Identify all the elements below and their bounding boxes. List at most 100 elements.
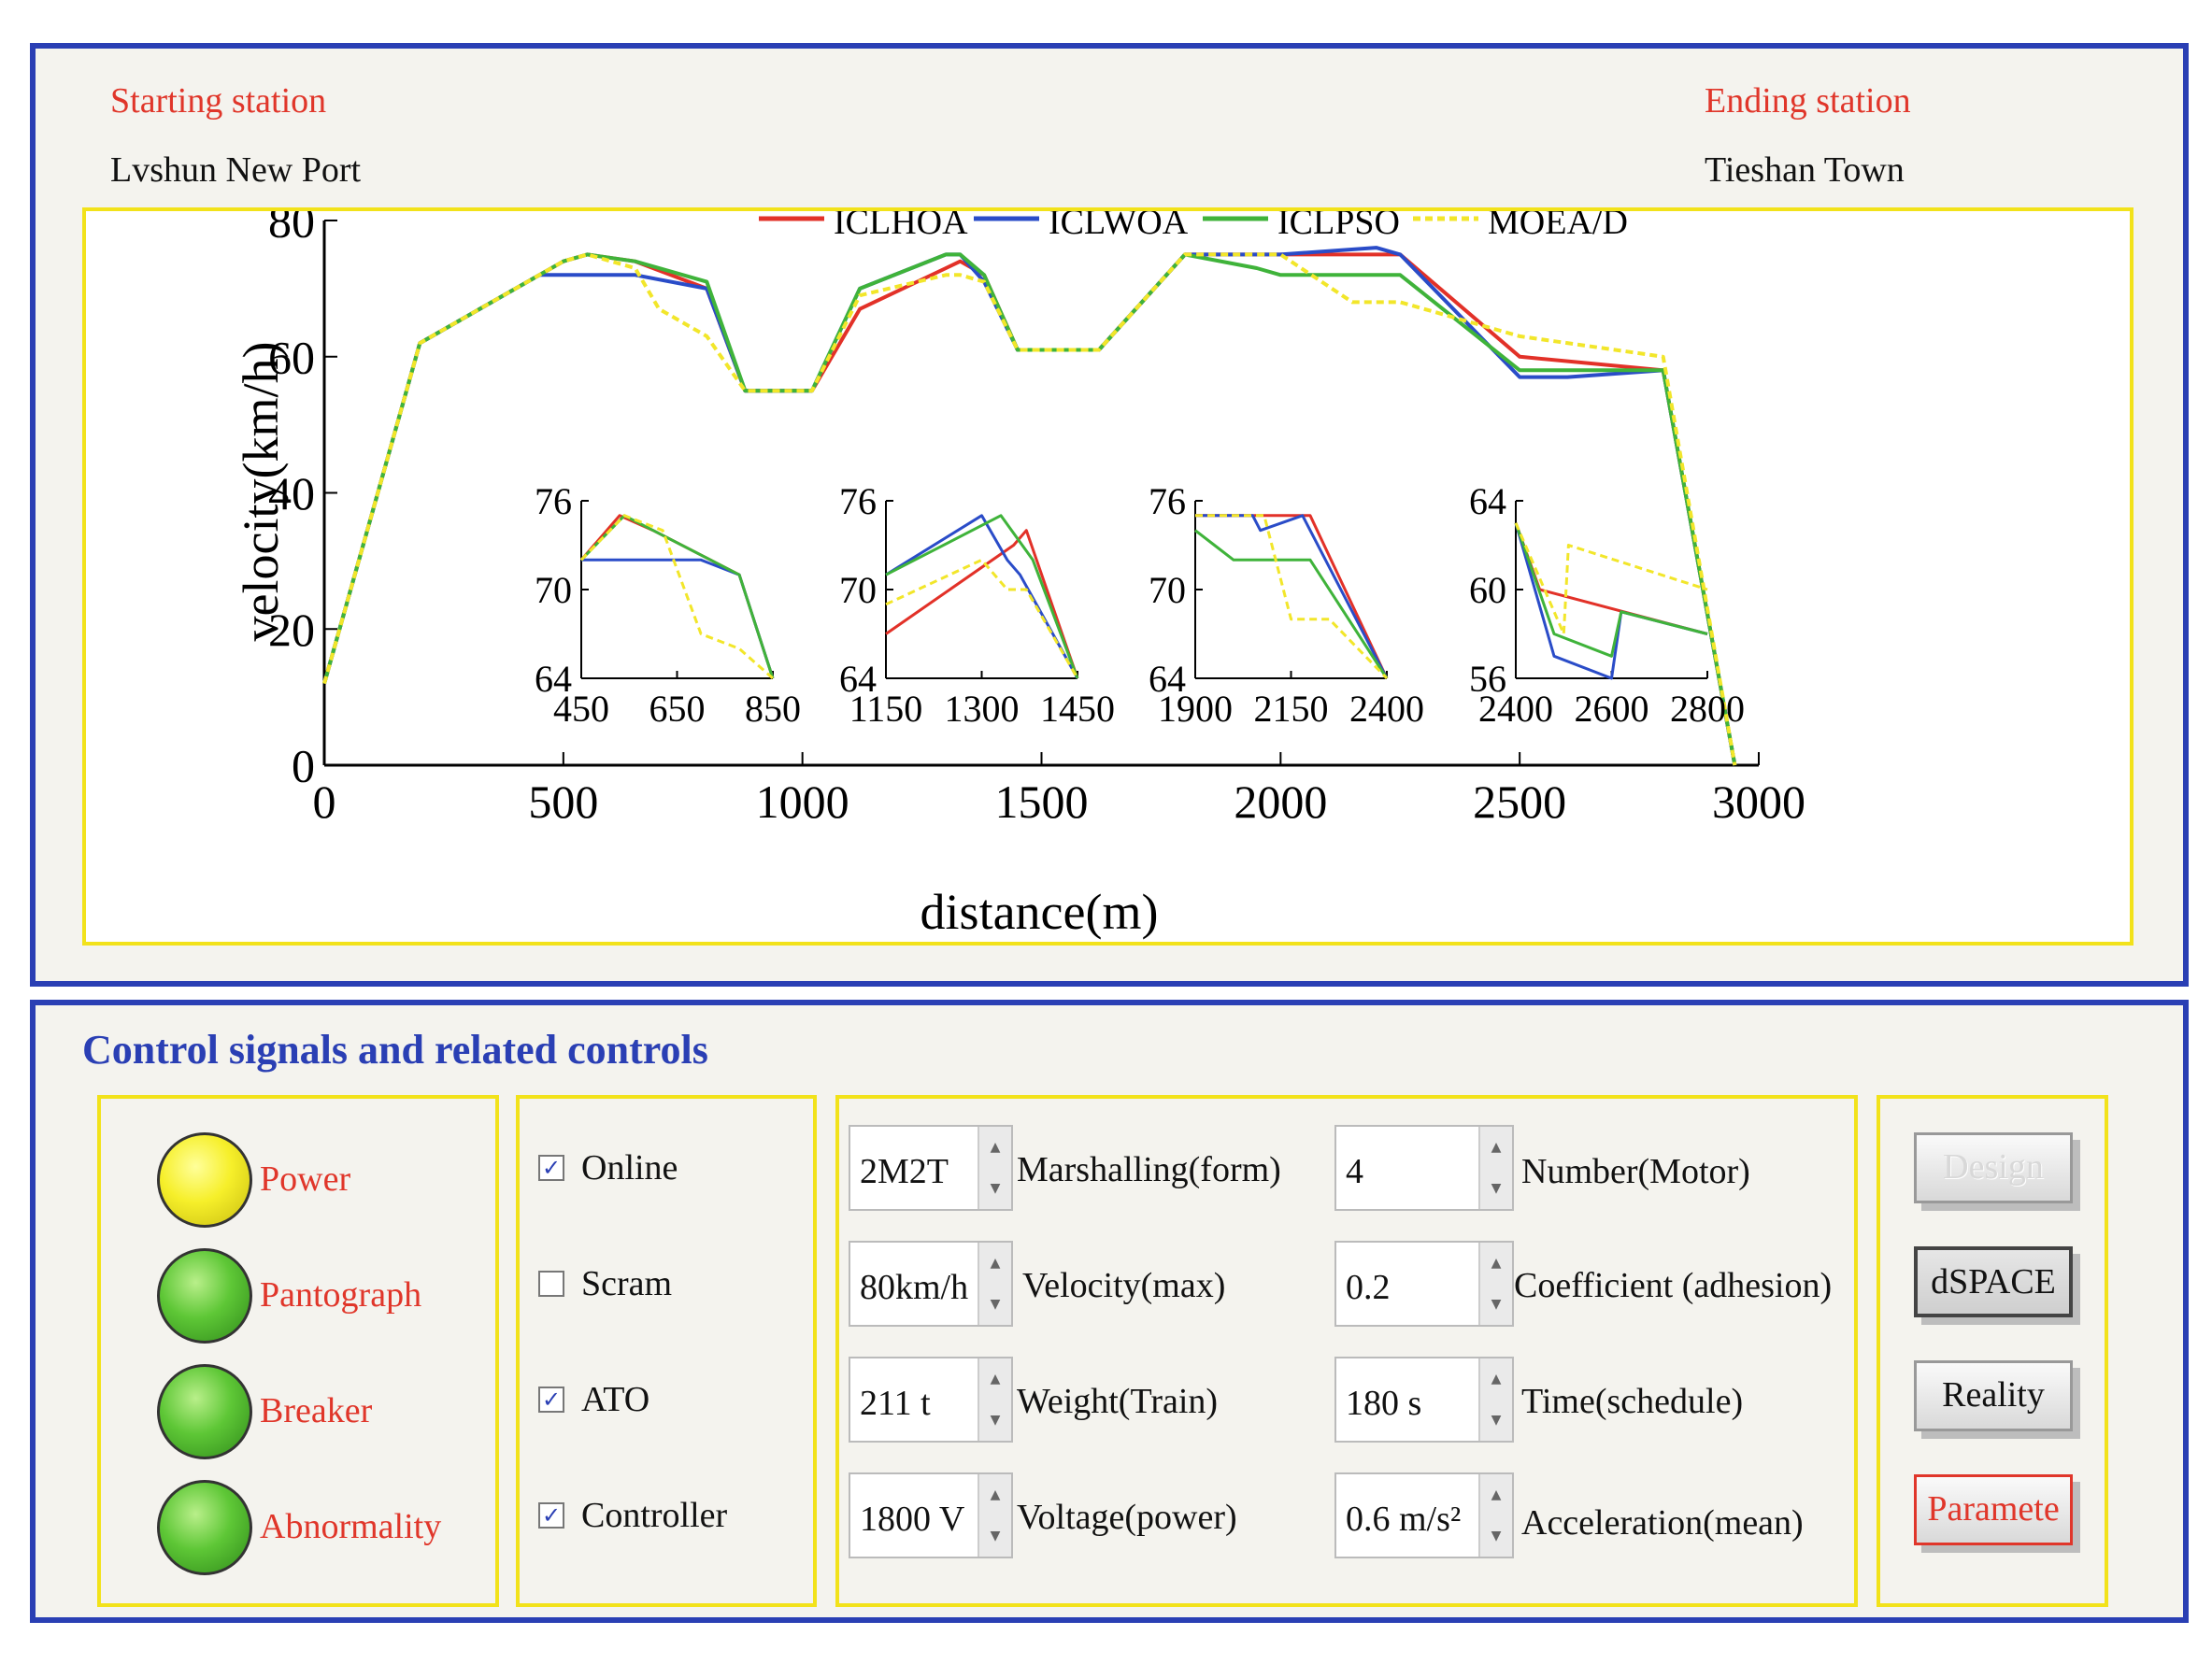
inset4-x-tick-label: 2800 xyxy=(1670,688,1745,730)
acceleration-spinner[interactable]: ▲ ▼ xyxy=(1478,1474,1512,1557)
inset1-x-tick-label: 850 xyxy=(745,688,801,730)
motor-number-label: Number(Motor) xyxy=(1521,1152,1750,1191)
marshalling-spinner[interactable]: ▲ ▼ xyxy=(978,1127,1011,1209)
spin-down-icon[interactable]: ▼ xyxy=(1491,1297,1502,1312)
weight-spinner[interactable]: ▲ ▼ xyxy=(978,1358,1011,1441)
spin-up-icon[interactable]: ▲ xyxy=(990,1487,1001,1502)
legend-label-moead: MOEA/D xyxy=(1488,211,1628,242)
inset2-x-tick-label: 1150 xyxy=(849,688,923,730)
inset1-y-tick-label: 76 xyxy=(535,480,572,522)
inset4-series-iclpso-line xyxy=(1514,522,1708,658)
main-x-tick-label: 500 xyxy=(528,775,598,828)
spin-up-icon[interactable]: ▲ xyxy=(1491,1372,1502,1387)
abnormality-lamp xyxy=(157,1480,252,1575)
starting-station-label: Starting station xyxy=(110,81,327,121)
spin-down-icon[interactable]: ▼ xyxy=(1491,1529,1502,1543)
online-checkbox[interactable]: ✓ xyxy=(538,1155,564,1181)
acceleration-value: 0.6 m/s² xyxy=(1346,1500,1462,1539)
acceleration-label: Acceleration(mean) xyxy=(1521,1503,1804,1543)
reality-button[interactable]: Reality xyxy=(1914,1360,2073,1431)
main-x-tick-label: 3000 xyxy=(1712,775,1805,828)
inset4-y-tick-label: 60 xyxy=(1469,569,1506,611)
acceleration-spinbox[interactable]: 0.6 m/s² ▲ ▼ xyxy=(1334,1472,1514,1558)
adhesion-spinbox[interactable]: 0.2 ▲ ▼ xyxy=(1334,1241,1514,1327)
inset1-series-iclwoa-line xyxy=(581,558,775,679)
spin-up-icon[interactable]: ▲ xyxy=(1491,1256,1502,1271)
spin-down-icon[interactable]: ▼ xyxy=(1491,1413,1502,1428)
motor-number-spinbox[interactable]: 4 ▲ ▼ xyxy=(1334,1125,1514,1211)
parameter-button[interactable]: Paramete xyxy=(1914,1474,2073,1545)
spin-down-icon[interactable]: ▼ xyxy=(990,1297,1001,1312)
spin-up-icon[interactable]: ▲ xyxy=(1491,1487,1502,1502)
spin-up-icon[interactable]: ▲ xyxy=(990,1256,1001,1271)
inset4-y-tick-label: 56 xyxy=(1469,658,1506,700)
dspace-button[interactable]: dSPACE xyxy=(1914,1246,2073,1317)
design-button[interactable]: Design xyxy=(1914,1132,2073,1203)
schedule-time-label: Time(schedule) xyxy=(1521,1382,1744,1421)
schedule-time-spinbox[interactable]: 180 s ▲ ▼ xyxy=(1334,1357,1514,1443)
power-label: Power xyxy=(260,1159,351,1199)
action-button-group: Design dSPACE Reality Paramete xyxy=(1877,1095,2108,1607)
spin-up-icon[interactable]: ▲ xyxy=(1491,1140,1502,1155)
inset2-x-tick-label: 1300 xyxy=(945,688,1020,730)
motor-number-spinner[interactable]: ▲ ▼ xyxy=(1478,1127,1512,1209)
starting-station-value: Lvshun New Port xyxy=(110,150,362,190)
online-label: Online xyxy=(581,1148,678,1188)
legend-label-iclpso: ICLPSO xyxy=(1277,211,1400,242)
inset3-series-iclhoa-line xyxy=(1195,514,1389,679)
inset3-series-iclwoa-line xyxy=(1195,514,1389,679)
legend-label-iclhoa: ICLHOA xyxy=(834,211,968,242)
velocity-max-spinner[interactable]: ▲ ▼ xyxy=(978,1243,1011,1325)
velocity-max-spinbox[interactable]: 80km/h ▲ ▼ xyxy=(849,1241,1013,1327)
main-y-tick-label: 20 xyxy=(268,604,315,656)
weight-spinbox[interactable]: 211 t ▲ ▼ xyxy=(849,1357,1013,1443)
inset2-y-tick-label: 70 xyxy=(839,569,877,611)
voltage-spinner[interactable]: ▲ ▼ xyxy=(978,1474,1011,1557)
spin-down-icon[interactable]: ▼ xyxy=(990,1413,1001,1428)
spin-up-icon[interactable]: ▲ xyxy=(990,1140,1001,1155)
velocity-chart-frame: 0 500 1000 1500 2000 2500 3000 0 20 40 60 80 distanc… xyxy=(82,207,2134,946)
main-x-tick-label: 1500 xyxy=(995,775,1089,828)
weight-value: 211 t xyxy=(860,1384,931,1423)
spin-down-icon[interactable]: ▼ xyxy=(990,1181,1001,1196)
inset4-x-tick-label: 2400 xyxy=(1478,688,1553,730)
scram-checkbox[interactable] xyxy=(538,1271,564,1297)
main-x-tick-label: 2500 xyxy=(1473,775,1566,828)
inset2-x-tick-label: 1450 xyxy=(1040,688,1115,730)
velocity-chart: 0 500 1000 1500 2000 2500 3000 0 20 40 60 80 distanc… xyxy=(233,211,1805,940)
adhesion-spinner[interactable]: ▲ ▼ xyxy=(1478,1243,1512,1325)
inset1-y-tick-label: 64 xyxy=(535,658,572,700)
main-series-iclpso-line xyxy=(322,252,1737,766)
breaker-lamp xyxy=(157,1364,252,1459)
main-y-tick-label: 60 xyxy=(268,331,315,383)
ending-station-label: Ending station xyxy=(1705,81,1911,121)
inset3-y-tick-label: 76 xyxy=(1149,480,1186,522)
inset1-y-tick-label: 70 xyxy=(535,569,572,611)
marshalling-spinbox[interactable]: 2M2T ▲ ▼ xyxy=(849,1125,1013,1211)
spin-down-icon[interactable]: ▼ xyxy=(990,1529,1001,1543)
y-axis-title: velocity(km/h) xyxy=(233,342,289,642)
inset3-y-tick-label: 64 xyxy=(1149,658,1186,700)
marshalling-label: Marshalling(form) xyxy=(1017,1150,1281,1189)
schedule-time-spinner[interactable]: ▲ ▼ xyxy=(1478,1358,1512,1441)
schedule-time-value: 180 s xyxy=(1346,1384,1422,1423)
velocity-max-label: Velocity(max) xyxy=(1022,1266,1226,1305)
inset4-series-iclhoa-line xyxy=(1514,522,1708,635)
inset3-series-iclpso-line xyxy=(1194,529,1389,679)
inset4-y-tick-label: 64 xyxy=(1469,480,1506,522)
ato-checkbox[interactable]: ✓ xyxy=(538,1387,564,1413)
motor-number-value: 4 xyxy=(1346,1152,1363,1191)
trajectory-panel: Starting station Lvshun New Port Ending … xyxy=(30,43,2189,987)
marshalling-value: 2M2T xyxy=(860,1152,949,1191)
mode-checkbox-group: ✓ Online Scram ✓ ATO ✓ Controller xyxy=(516,1095,817,1607)
ending-station-value: Tieshan Town xyxy=(1705,150,1905,190)
main-x-tick-label: 1000 xyxy=(756,775,849,828)
abnormality-label: Abnormality xyxy=(260,1507,442,1546)
spin-up-icon[interactable]: ▲ xyxy=(990,1372,1001,1387)
spin-down-icon[interactable]: ▼ xyxy=(1491,1181,1502,1196)
scram-label: Scram xyxy=(581,1264,673,1303)
controller-checkbox[interactable]: ✓ xyxy=(538,1502,564,1529)
parameter-group: 2M2T ▲ ▼ Marshalling(form) 80km/h ▲ ▼ Velo… xyxy=(835,1095,1858,1607)
inset1-x-tick-label: 650 xyxy=(649,688,706,730)
voltage-spinbox[interactable]: 1800 V ▲ ▼ xyxy=(849,1472,1013,1558)
